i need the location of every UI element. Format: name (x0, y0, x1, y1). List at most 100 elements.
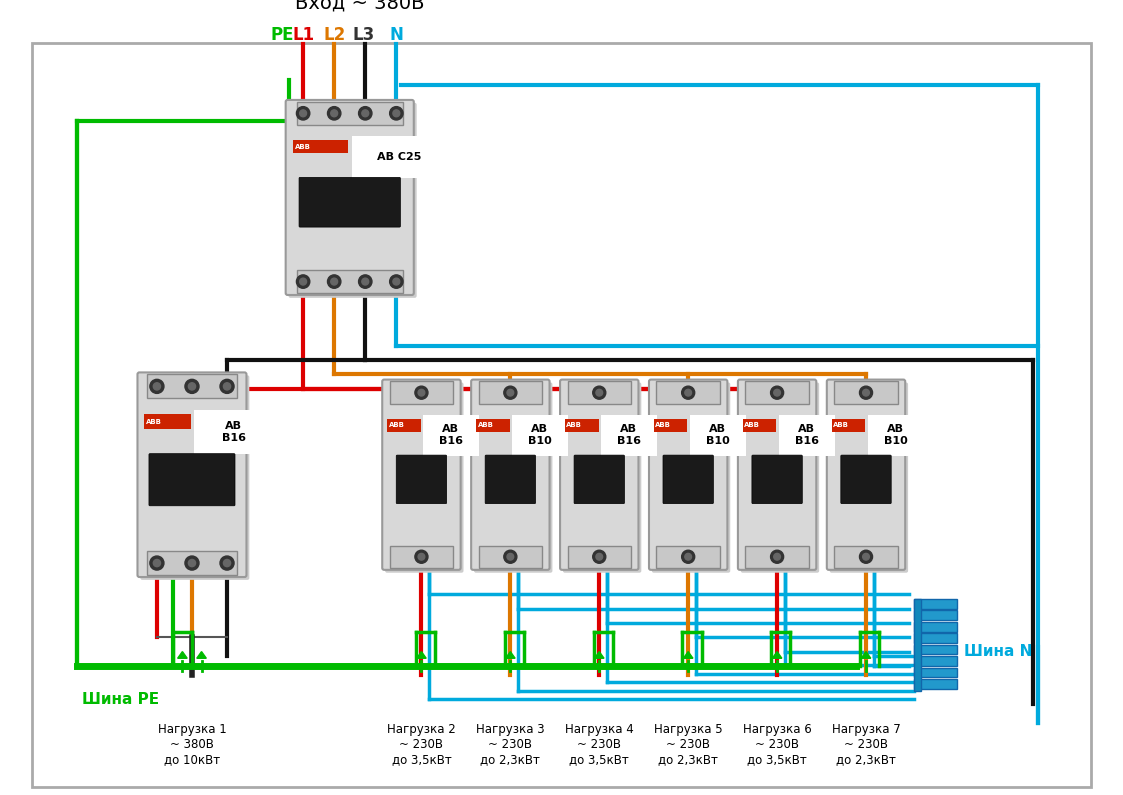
Circle shape (223, 560, 230, 567)
FancyBboxPatch shape (472, 379, 549, 570)
Circle shape (418, 553, 424, 560)
Circle shape (296, 107, 310, 120)
Circle shape (189, 382, 195, 390)
Circle shape (418, 390, 424, 396)
Circle shape (300, 110, 307, 117)
Bar (144, 414, 191, 429)
Circle shape (685, 390, 692, 396)
Bar (296, 270, 402, 293)
Text: N: N (390, 26, 403, 44)
Bar (387, 419, 421, 432)
Circle shape (859, 550, 873, 564)
Bar (914, 599, 957, 608)
FancyBboxPatch shape (149, 454, 235, 506)
Text: ABB: ABB (146, 418, 162, 425)
Circle shape (682, 550, 695, 564)
Circle shape (770, 550, 784, 564)
FancyBboxPatch shape (563, 382, 641, 572)
Text: ABB: ABB (566, 422, 583, 429)
Circle shape (596, 390, 603, 396)
Circle shape (414, 550, 428, 564)
Bar (565, 419, 599, 432)
Bar (567, 545, 631, 568)
Bar (914, 611, 957, 620)
Circle shape (331, 278, 338, 285)
Circle shape (859, 386, 873, 399)
Bar (832, 419, 865, 432)
Circle shape (390, 107, 403, 120)
Text: Нагрузка 6
~ 230В
до 3,5кВт: Нагрузка 6 ~ 230В до 3,5кВт (742, 723, 812, 766)
Text: Нагрузка 4
~ 230В
до 3,5кВт: Нагрузка 4 ~ 230В до 3,5кВт (565, 723, 633, 766)
FancyBboxPatch shape (827, 379, 905, 570)
Bar (194, 410, 273, 454)
Bar (834, 545, 897, 568)
Circle shape (220, 556, 234, 570)
Bar (914, 645, 957, 654)
Text: АВ
В10: АВ В10 (705, 425, 730, 446)
Bar (390, 382, 453, 404)
Text: ABB: ABB (477, 422, 493, 429)
Text: АВ
В16: АВ В16 (617, 425, 641, 446)
Text: ABB: ABB (833, 422, 849, 429)
Circle shape (774, 553, 780, 560)
Circle shape (220, 379, 234, 394)
Bar (914, 599, 922, 691)
Bar (478, 382, 542, 404)
Text: Шина N: Шина N (964, 644, 1032, 659)
Bar (834, 382, 897, 404)
Text: АВ
В10: АВ В10 (528, 425, 551, 446)
Circle shape (390, 275, 403, 289)
Text: PE: PE (271, 26, 294, 44)
FancyBboxPatch shape (385, 382, 464, 572)
Polygon shape (177, 652, 188, 658)
Text: L2: L2 (323, 26, 345, 44)
Circle shape (506, 553, 513, 560)
Bar (390, 545, 453, 568)
Circle shape (414, 386, 428, 399)
Bar (657, 382, 720, 404)
Bar (657, 545, 720, 568)
FancyBboxPatch shape (285, 100, 413, 295)
Text: Нагрузка 7
~ 230В
до 2,3кВт: Нагрузка 7 ~ 230В до 2,3кВт (832, 723, 901, 766)
Bar (914, 657, 957, 666)
Circle shape (185, 379, 199, 394)
Circle shape (393, 278, 400, 285)
Text: Нагрузка 3
~ 230В
до 2,3кВт: Нагрузка 3 ~ 230В до 2,3кВт (476, 723, 545, 766)
Bar (746, 545, 809, 568)
FancyBboxPatch shape (574, 455, 624, 503)
Circle shape (596, 553, 603, 560)
Text: ABB: ABB (389, 422, 404, 429)
Text: Нагрузка 1
~ 380В
до 10кВт: Нагрузка 1 ~ 380В до 10кВт (157, 723, 227, 766)
Bar (353, 136, 446, 178)
Polygon shape (594, 652, 604, 658)
Circle shape (393, 110, 400, 117)
Bar (478, 545, 542, 568)
Bar (914, 679, 957, 689)
Bar (690, 415, 746, 456)
Text: L3: L3 (353, 26, 374, 44)
FancyBboxPatch shape (396, 455, 447, 503)
Circle shape (300, 278, 307, 285)
Circle shape (149, 379, 164, 394)
Circle shape (862, 553, 869, 560)
Bar (147, 551, 237, 575)
Circle shape (358, 275, 372, 289)
Text: ABB: ABB (656, 422, 672, 429)
Polygon shape (773, 652, 782, 658)
Polygon shape (197, 652, 207, 658)
FancyBboxPatch shape (741, 382, 819, 572)
Bar (476, 419, 510, 432)
Text: АВ
В16: АВ В16 (439, 425, 463, 446)
Circle shape (328, 107, 341, 120)
Bar (914, 634, 957, 643)
Bar (147, 374, 237, 398)
FancyBboxPatch shape (474, 382, 553, 572)
Circle shape (593, 550, 605, 564)
FancyBboxPatch shape (382, 379, 460, 570)
Text: АВ С25: АВ С25 (376, 152, 421, 162)
Text: Нагрузка 5
~ 230В
до 2,3кВт: Нагрузка 5 ~ 230В до 2,3кВт (654, 723, 722, 766)
Bar (293, 140, 348, 153)
FancyBboxPatch shape (140, 375, 249, 580)
Circle shape (296, 275, 310, 289)
Text: АВ
В10: АВ В10 (884, 425, 907, 446)
